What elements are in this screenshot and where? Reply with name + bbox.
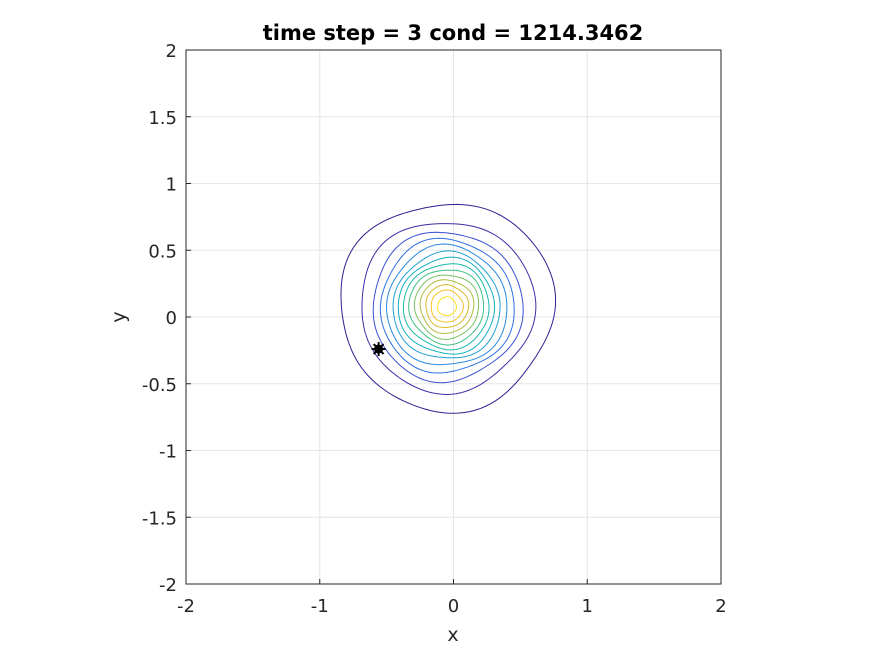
y-tick-label: -0.5 — [142, 375, 177, 396]
x-tick-label: -1 — [311, 596, 329, 617]
y-tick-label: -1.5 — [142, 508, 177, 529]
contour-level-3 — [372, 231, 524, 384]
contour-lines — [340, 203, 557, 414]
y-tick-label: 0.5 — [148, 241, 177, 262]
x-axis-label: x — [447, 624, 458, 646]
y-tick-label: 1.5 — [148, 108, 177, 129]
x-axis-ticks: -2 -1 0 1 2 — [177, 579, 727, 617]
contour-level-13 — [430, 289, 464, 323]
contour-level-8 — [402, 263, 490, 351]
y-tick-label: -1 — [159, 442, 177, 463]
x-tick-label: -2 — [177, 596, 195, 617]
x-tick-label: 0 — [448, 596, 459, 617]
contour-level-6 — [392, 250, 501, 359]
marker-layer — [371, 342, 386, 357]
y-tick-label: 0 — [166, 308, 177, 329]
contour-level-11 — [419, 279, 475, 335]
contour-level-12 — [425, 284, 470, 328]
contour-level-10 — [413, 274, 479, 340]
chart-title: time step = 3 cond = 1214.3462 — [263, 21, 644, 45]
contour-level-5 — [385, 243, 508, 366]
y-axis-label: y — [108, 311, 130, 322]
y-tick-label: 2 — [166, 41, 177, 62]
y-axis-ticks: 2 1.5 1 0.5 0 -0.5 -1 -1.5 -2 — [142, 41, 191, 596]
y-tick-label: 1 — [166, 175, 177, 196]
contour-level-2 — [361, 223, 537, 396]
particle-marker — [371, 342, 386, 357]
contour-level-14 — [437, 296, 457, 316]
contour-level-9 — [408, 269, 485, 346]
contour-level-4 — [379, 237, 515, 374]
contour-level-7 — [397, 256, 496, 355]
x-tick-label: 2 — [715, 596, 726, 617]
contour-level-1 — [340, 203, 557, 414]
x-tick-label: 1 — [582, 596, 593, 617]
y-tick-label: -2 — [159, 575, 177, 596]
grid-lines — [185, 49, 722, 585]
